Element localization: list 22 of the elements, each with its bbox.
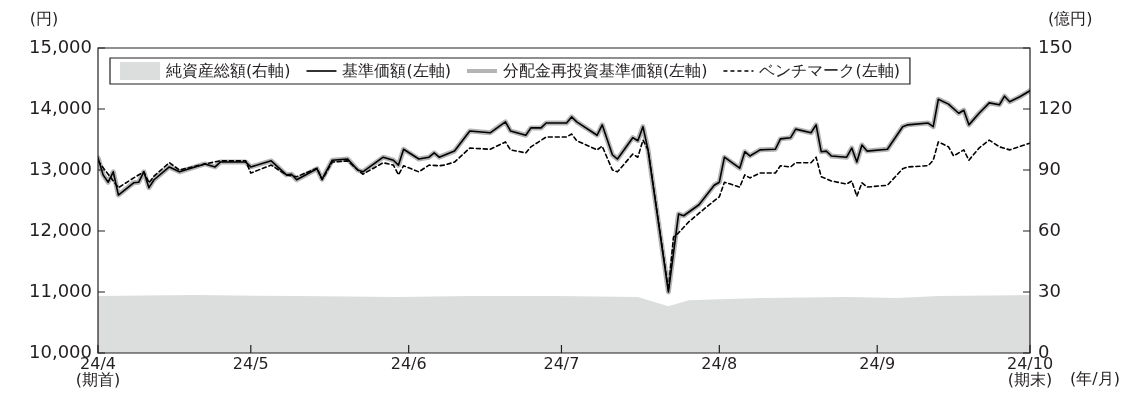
y2-tick-label: 120: [1038, 96, 1073, 118]
y2-tick-label: 30: [1038, 279, 1061, 301]
y2-tick-label: 90: [1038, 157, 1061, 179]
legend-label: 純資産総額(右軸): [166, 61, 291, 81]
x-axis-title: (年/月): [1070, 369, 1120, 389]
x-tick-label: 24/5: [232, 354, 269, 374]
legend-label: 分配金再投資基準価額(左軸): [502, 61, 708, 81]
x-tick-label: 24/6: [390, 354, 427, 374]
legend-label: ベンチマーク(左軸): [759, 61, 900, 81]
x-tick-label: 24/8: [701, 354, 738, 374]
x-tick-label: 24/7: [543, 354, 580, 374]
y-tick-label: 11,000: [29, 279, 92, 301]
x-tick-label: 24/9: [859, 354, 896, 374]
y-tick-label: 14,000: [29, 96, 92, 118]
y-tick-label: 12,000: [29, 218, 92, 240]
legend-label: 基準価額(左軸): [342, 61, 451, 81]
y2-axis-title: (億円): [1048, 9, 1093, 29]
y2-tick-label: 60: [1038, 218, 1061, 240]
y-tick-label: 15,000: [29, 35, 92, 57]
y-tick-label: 13,000: [29, 157, 92, 179]
y-axis-title: (円): [29, 9, 59, 29]
y2-tick-label: 150: [1038, 35, 1073, 57]
